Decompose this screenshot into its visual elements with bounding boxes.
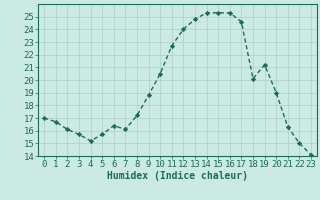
X-axis label: Humidex (Indice chaleur): Humidex (Indice chaleur) bbox=[107, 171, 248, 181]
